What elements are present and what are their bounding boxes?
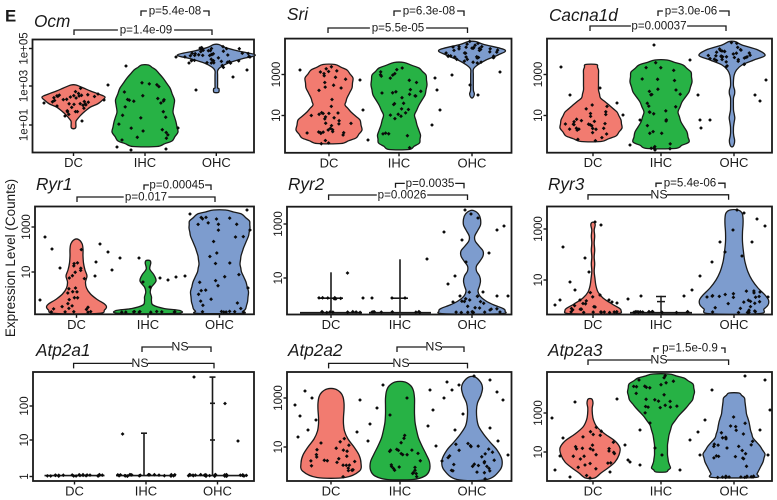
svg-text:OHC: OHC — [202, 155, 231, 170]
svg-text:Ryr2: Ryr2 — [288, 174, 325, 194]
svg-text:1e+05: 1e+05 — [19, 32, 31, 64]
svg-text:OHC: OHC — [458, 484, 487, 499]
svg-text:100: 100 — [19, 396, 31, 415]
svg-text:OHC: OHC — [720, 484, 749, 499]
svg-text:1000: 1000 — [273, 211, 285, 237]
svg-text:10: 10 — [273, 272, 285, 285]
svg-text:OHC: OHC — [203, 484, 232, 499]
svg-text:1000: 1000 — [533, 216, 545, 242]
svg-text:IHC: IHC — [135, 484, 157, 499]
svg-text:IHC: IHC — [650, 155, 672, 170]
svg-text:DC: DC — [584, 317, 603, 332]
svg-text:IHC: IHC — [137, 317, 159, 332]
svg-text:10: 10 — [533, 446, 545, 459]
svg-text:1000: 1000 — [273, 385, 285, 411]
svg-text:p=1.5e-0.9: p=1.5e-0.9 — [662, 341, 718, 354]
svg-text:Ocm: Ocm — [34, 11, 70, 31]
svg-text:1000: 1000 — [533, 400, 545, 426]
svg-text:E: E — [5, 7, 16, 26]
svg-text:DC: DC — [584, 484, 603, 499]
svg-text:Sri: Sri — [287, 4, 309, 24]
svg-text:NS: NS — [131, 356, 148, 370]
svg-text:DC: DC — [584, 155, 603, 170]
svg-text:1000: 1000 — [21, 214, 33, 240]
svg-text:p=0.00045: p=0.00045 — [149, 178, 204, 191]
svg-text:p=0.0026: p=0.0026 — [378, 188, 427, 201]
svg-text:IHC: IHC — [134, 155, 156, 170]
svg-text:DC: DC — [64, 155, 83, 170]
svg-text:10: 10 — [273, 441, 285, 454]
svg-text:p=0.0035: p=0.0035 — [406, 177, 455, 190]
svg-text:DC: DC — [322, 317, 341, 332]
svg-text:p=3.0e-06: p=3.0e-06 — [665, 4, 718, 17]
svg-text:OHC: OHC — [720, 155, 749, 170]
svg-text:OHC: OHC — [205, 317, 234, 332]
svg-text:NS: NS — [392, 356, 409, 370]
svg-text:OHC: OHC — [458, 155, 487, 170]
svg-text:Atp2a2: Atp2a2 — [287, 340, 343, 360]
svg-text:1000: 1000 — [533, 62, 545, 88]
svg-text:DC: DC — [65, 484, 84, 499]
svg-text:IHC: IHC — [389, 484, 411, 499]
svg-text:10: 10 — [21, 266, 33, 279]
svg-text:p=6.3e-08: p=6.3e-08 — [403, 4, 456, 17]
svg-text:Atp2a1: Atp2a1 — [35, 340, 90, 360]
svg-text:OHC: OHC — [720, 317, 749, 332]
svg-text:10: 10 — [533, 109, 545, 122]
svg-text:p=1.4e-09: p=1.4e-09 — [120, 23, 173, 36]
svg-text:1000: 1000 — [271, 62, 283, 88]
svg-text:DC: DC — [322, 484, 341, 499]
svg-text:p=5.4e-06: p=5.4e-06 — [664, 177, 717, 190]
svg-text:10: 10 — [19, 434, 31, 447]
svg-text:OHC: OHC — [458, 317, 487, 332]
svg-text:1e+01: 1e+01 — [19, 109, 31, 141]
svg-text:p=5.5e-05: p=5.5e-05 — [372, 21, 425, 34]
svg-text:Ryr1: Ryr1 — [36, 174, 72, 194]
svg-text:10: 10 — [271, 109, 283, 122]
svg-text:NS: NS — [171, 340, 188, 354]
svg-text:NS: NS — [650, 353, 667, 367]
svg-text:p=0.00037: p=0.00037 — [631, 19, 686, 32]
svg-text:NS: NS — [650, 188, 667, 202]
svg-text:DC: DC — [320, 155, 339, 170]
svg-text:1e+03: 1e+03 — [19, 70, 31, 102]
svg-text:Expression Level (Counts): Expression Level (Counts) — [3, 179, 18, 337]
svg-text:1: 1 — [19, 473, 31, 479]
svg-text:p=5.4e-08: p=5.4e-08 — [149, 4, 202, 17]
svg-text:Atp2a3: Atp2a3 — [547, 340, 603, 360]
svg-text:Ryr3: Ryr3 — [548, 174, 585, 194]
svg-text:p=0.017: p=0.017 — [125, 190, 167, 203]
svg-text:Cacna1d: Cacna1d — [549, 5, 619, 25]
svg-text:IHC: IHC — [650, 317, 672, 332]
svg-text:IHC: IHC — [388, 155, 410, 170]
svg-text:DC: DC — [67, 317, 86, 332]
svg-text:IHC: IHC — [389, 317, 411, 332]
svg-text:NS: NS — [425, 340, 442, 354]
svg-text:IHC: IHC — [650, 484, 672, 499]
svg-text:10: 10 — [533, 274, 545, 287]
